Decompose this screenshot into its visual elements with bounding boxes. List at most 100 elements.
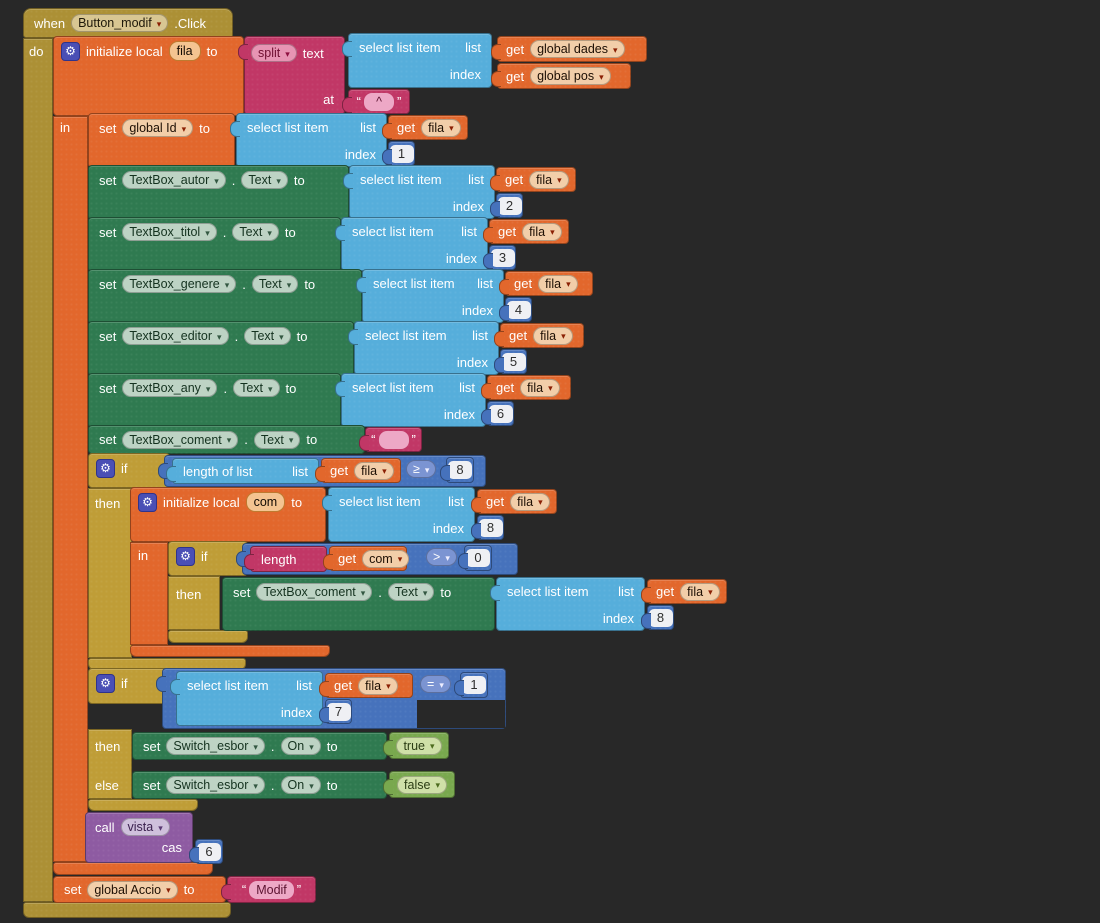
variable-dropdown-fila[interactable]: fila (358, 676, 398, 695)
number-value[interactable]: 8 (478, 518, 503, 537)
number-block[interactable]: 6 (189, 839, 223, 864)
mutator-gear-icon[interactable] (96, 673, 115, 693)
initialize-local-fila-block[interactable]: initialize local fila to (53, 36, 244, 116)
string-block-modif[interactable]: Modif (221, 876, 316, 903)
initialize-local-fila-left-arm[interactable] (53, 116, 88, 862)
call-vista-block[interactable]: call vista cas (85, 812, 193, 863)
variable-dropdown-global-id[interactable]: global Id (122, 119, 194, 137)
number-block[interactable]: 1 (382, 141, 415, 166)
if-com-left-arm[interactable] (168, 576, 220, 630)
number-value[interactable]: 3 (490, 248, 515, 267)
string-value-field[interactable] (378, 430, 409, 449)
number-value[interactable]: 2 (497, 196, 522, 215)
when-block-left-arm[interactable] (23, 38, 53, 902)
component-dropdown[interactable]: Switch_esbor (166, 737, 265, 755)
get-fila-block[interactable]: get fila (315, 458, 401, 483)
get-fila-block[interactable]: get fila (471, 489, 557, 514)
initialize-local-com-bottom-bar[interactable] (130, 645, 330, 657)
component-dropdown[interactable]: TextBox_autor (122, 171, 226, 189)
variable-dropdown-global-pos[interactable]: global pos (530, 67, 611, 85)
number-block[interactable]: 8 (440, 457, 474, 483)
number-value[interactable]: 7 (326, 702, 351, 721)
if-com-bottom-bar[interactable] (168, 630, 248, 643)
property-dropdown[interactable]: On (280, 776, 321, 794)
number-block[interactable]: 3 (483, 245, 516, 270)
set-textbox-genere-block[interactable]: set TextBox_genere. Textto (88, 269, 362, 324)
split-op-dropdown[interactable]: split (251, 44, 297, 62)
number-value[interactable]: 4 (506, 300, 531, 319)
get-global-pos-block[interactable]: get global pos (491, 63, 631, 89)
number-block[interactable]: 5 (494, 349, 527, 374)
number-value[interactable]: 6 (197, 842, 221, 861)
number-block[interactable]: 0 (458, 545, 492, 571)
when-block-bottom-bar[interactable] (23, 902, 231, 918)
number-value[interactable]: 1 (462, 676, 486, 694)
property-dropdown[interactable]: Text (232, 223, 279, 241)
set-global-id-block[interactable]: set global Id to (88, 113, 235, 168)
logic-false-block[interactable]: false (383, 771, 455, 798)
property-dropdown[interactable]: Text (253, 430, 301, 449)
get-fila-block[interactable]: get fila (319, 673, 413, 698)
variable-dropdown-fila[interactable]: fila (510, 492, 550, 511)
number-value[interactable]: 0 (466, 549, 490, 567)
variable-dropdown-fila[interactable]: fila (421, 118, 461, 137)
number-value[interactable]: 5 (501, 352, 526, 371)
number-block[interactable]: 4 (499, 297, 532, 322)
if-esbor-left-arm[interactable] (88, 729, 132, 799)
length-block[interactable]: length (244, 546, 327, 572)
select-list-item-block-split[interactable]: select list item list index (342, 33, 492, 88)
property-dropdown[interactable]: Text (233, 379, 280, 397)
variable-dropdown-com[interactable]: com (362, 549, 410, 568)
procedure-dropdown-vista[interactable]: vista (120, 818, 170, 836)
set-global-accio-block[interactable]: set global Accio to (53, 876, 226, 903)
component-dropdown[interactable]: TextBox_any (122, 379, 218, 397)
get-fila-block[interactable]: get fila (499, 271, 593, 296)
logic-value-dropdown[interactable]: true (396, 736, 442, 755)
select-list-item-block[interactable]: select list item list index (335, 217, 488, 271)
component-dropdown[interactable]: TextBox_titol (122, 223, 217, 241)
if-com-block-header[interactable]: if (168, 541, 248, 576)
number-block[interactable]: 2 (490, 193, 523, 218)
if-length-left-arm[interactable] (88, 488, 132, 658)
get-fila-block[interactable]: get fila (483, 219, 569, 244)
if-length-block-header[interactable]: if (88, 453, 170, 488)
variable-dropdown-fila[interactable]: fila (533, 326, 573, 345)
variable-dropdown-fila[interactable]: fila (522, 222, 562, 241)
local-name-field-fila[interactable]: fila (168, 41, 201, 61)
string-value-field[interactable]: Modif (249, 880, 294, 899)
select-list-item-block[interactable]: select list item list index (343, 165, 495, 219)
property-dropdown[interactable]: Text (251, 275, 299, 293)
variable-dropdown-fila[interactable]: fila (680, 582, 720, 601)
select-list-item-block[interactable]: select list item list index (230, 113, 387, 167)
local-name-field-com[interactable]: com (245, 492, 286, 512)
get-fila-block[interactable]: get fila (382, 115, 468, 140)
logic-value-dropdown[interactable]: false (397, 775, 447, 794)
property-dropdown[interactable]: Text (244, 327, 291, 345)
set-textbox-coment-empty-block[interactable]: set TextBox_coment. Textto (88, 425, 365, 454)
number-value[interactable]: 8 (648, 608, 673, 627)
length-of-list-block[interactable]: length of list list (166, 458, 319, 484)
select-list-item-block[interactable]: select list item list index (335, 373, 486, 427)
variable-dropdown-fila[interactable]: fila (520, 378, 560, 397)
number-value[interactable]: 8 (448, 461, 472, 479)
string-value-field[interactable]: ^ (364, 92, 394, 111)
variable-dropdown-global-dades[interactable]: global dades (530, 40, 625, 58)
select-list-item-block[interactable]: select list item list index (356, 269, 504, 323)
set-textbox-coment-block[interactable]: set TextBox_coment. Textto (222, 577, 495, 631)
split-block[interactable]: split text at (238, 36, 345, 115)
mutator-gear-icon[interactable] (176, 546, 195, 566)
logic-true-block[interactable]: true (383, 732, 449, 759)
set-textbox-any-block[interactable]: set TextBox_any. Textto (88, 373, 341, 428)
number-block[interactable]: 8 (471, 515, 504, 540)
variable-dropdown-fila[interactable]: fila (354, 461, 394, 480)
component-dropdown[interactable]: TextBox_coment (256, 583, 373, 601)
set-textbox-titol-block[interactable]: set TextBox_titol. Textto (88, 217, 341, 272)
select-list-item-block[interactable]: select list item list index (322, 487, 475, 542)
comparison-op-dropdown[interactable]: ≥ (406, 460, 437, 478)
component-dropdown[interactable]: TextBox_editor (122, 327, 229, 345)
number-block[interactable]: 6 (481, 401, 514, 426)
comparison-op-dropdown[interactable]: = (420, 675, 451, 693)
number-block[interactable]: 7 (319, 699, 352, 724)
get-fila-block[interactable]: get fila (490, 167, 576, 192)
